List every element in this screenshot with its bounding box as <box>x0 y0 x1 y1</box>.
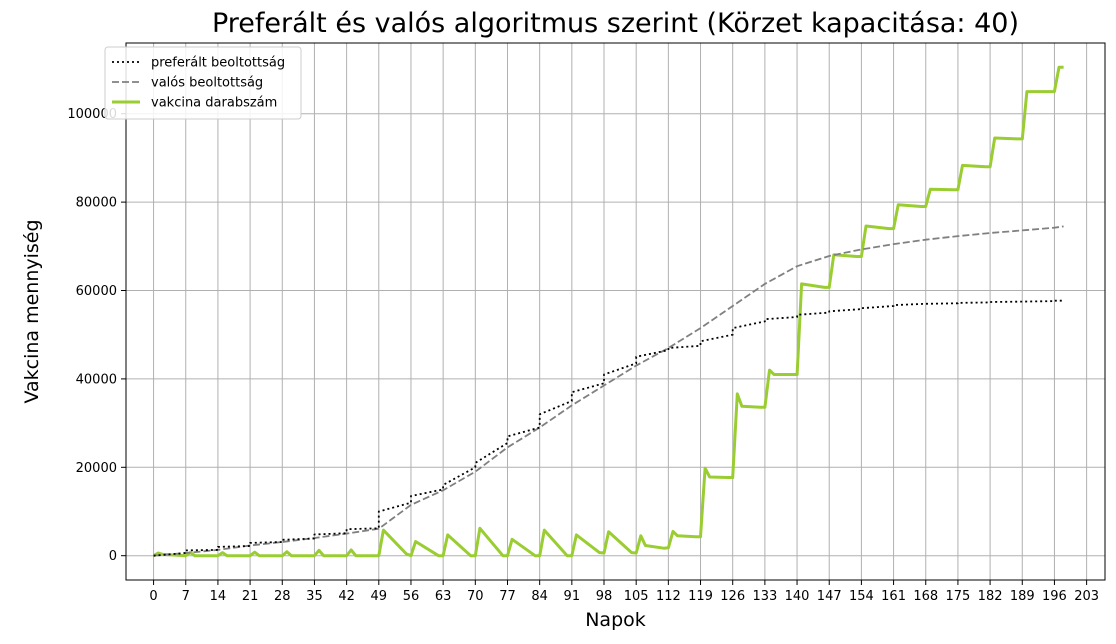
x-tick-label: 70 <box>467 589 484 604</box>
y-tick-label: 40000 <box>76 372 117 387</box>
x-axis-label: Napok <box>585 609 646 631</box>
x-tick-label: 168 <box>913 589 938 604</box>
legend-box <box>104 46 302 120</box>
plot-frame <box>125 42 1106 581</box>
x-tick-label: 140 <box>785 589 810 604</box>
x-tick-label: 133 <box>752 589 777 604</box>
y-axis-label: Vakcina mennyiség <box>21 219 43 403</box>
x-tick-label: 77 <box>499 589 516 604</box>
x-tick-label: 63 <box>435 589 452 604</box>
x-tick-label: 154 <box>849 589 874 604</box>
x-tick-label: 56 <box>403 589 420 604</box>
x-tick-label: 42 <box>338 589 355 604</box>
x-tick-label: 182 <box>978 589 1003 604</box>
x-tick-label: 203 <box>1074 589 1099 604</box>
x-tick-label: 105 <box>624 589 649 604</box>
series-line-2 <box>152 65 1064 558</box>
series-line-1 <box>153 225 1064 557</box>
x-tick-label: 28 <box>274 589 291 604</box>
x-tick-label: 14 <box>210 589 227 604</box>
y-tick-label: 20000 <box>76 461 117 476</box>
x-tick-label: 84 <box>531 589 548 604</box>
x-tick-label: 119 <box>688 589 713 604</box>
y-tick-label: 0 <box>109 549 117 564</box>
x-tick-label: 126 <box>720 589 745 604</box>
x-tick-label: 7 <box>182 589 190 604</box>
x-tick-label: 189 <box>1010 589 1035 604</box>
x-tick-label: 98 <box>596 589 613 604</box>
legend-label: vakcina darabszám <box>151 96 277 111</box>
x-tick-label: 91 <box>564 589 581 604</box>
series-line-0 <box>153 299 1064 557</box>
x-tick-label: 112 <box>656 589 681 604</box>
chart-title: Preferált és valós algoritmus szerint (K… <box>212 8 1019 39</box>
x-tick-label: 0 <box>149 589 157 604</box>
x-tick-label: 196 <box>1042 589 1067 604</box>
legend-label: valós beoltottság <box>151 76 263 91</box>
x-tick-label: 35 <box>306 589 323 604</box>
x-tick-label: 147 <box>817 589 842 604</box>
legend-label: preferált beoltottság <box>151 56 285 71</box>
x-tick-label: 161 <box>881 589 906 604</box>
x-axis-ticks: 0 7 14 21 28 35 42 49 56 63 70 77 84 91 98 105 112 119 126… <box>149 580 1099 604</box>
x-tick-label: 175 <box>946 589 971 604</box>
legend: preferált beoltottság valós beoltottság va… <box>104 46 302 120</box>
grid <box>126 43 1105 580</box>
x-tick-label: 21 <box>242 589 259 604</box>
y-tick-label: 80000 <box>76 196 117 211</box>
series-layer <box>152 65 1064 558</box>
y-tick-label: 60000 <box>76 284 117 299</box>
x-tick-label: 49 <box>371 589 388 604</box>
